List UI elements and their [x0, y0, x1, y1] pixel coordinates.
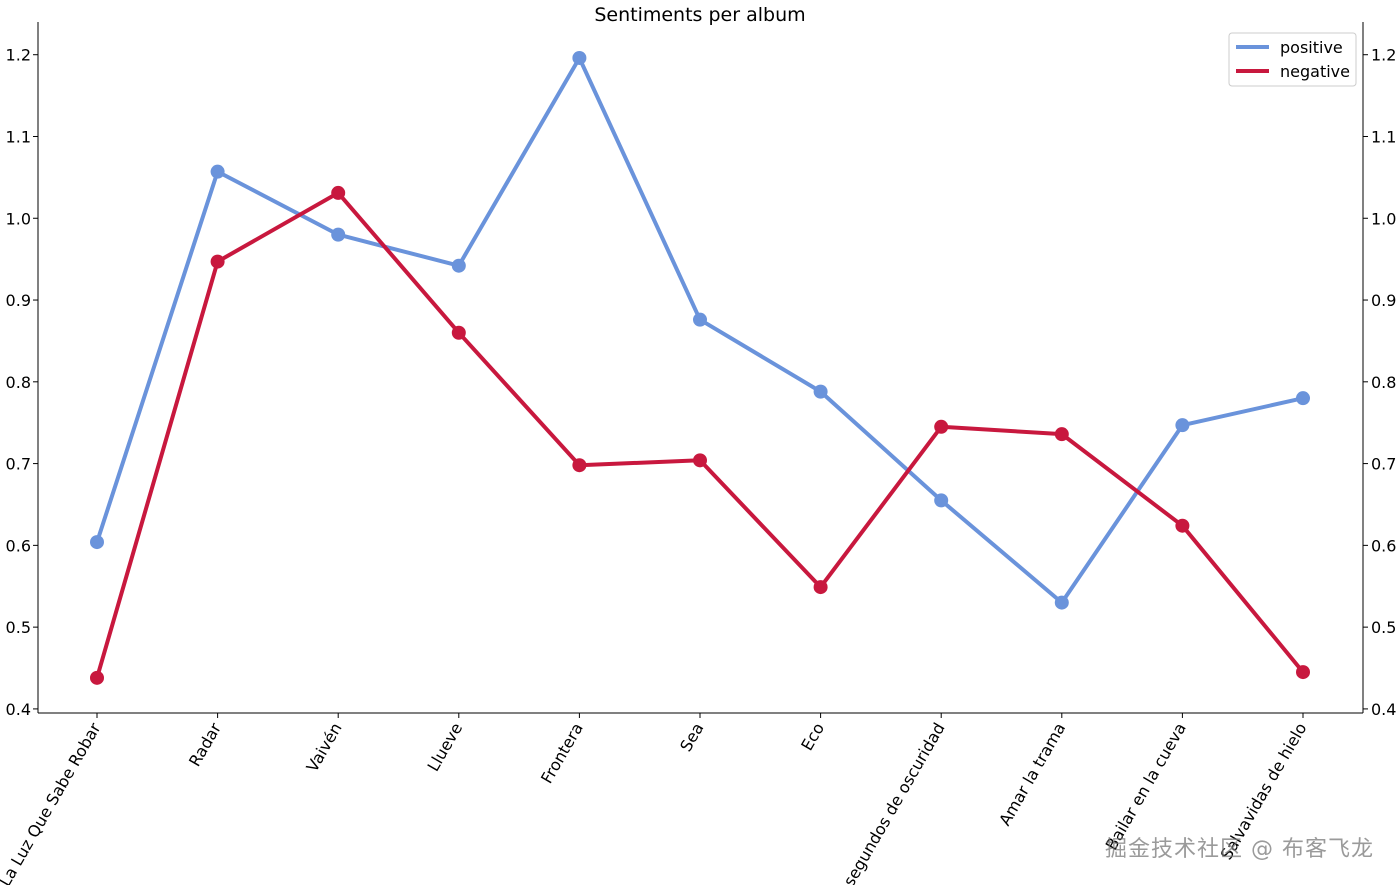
y-tick-label-left: 0.5: [6, 618, 31, 637]
data-point-negative: [90, 670, 104, 685]
data-point-positive: [813, 384, 828, 399]
data-point-positive: [451, 258, 466, 273]
series-line-negative: [95, 190, 1305, 680]
y-tick-label-right: 0.6: [1371, 536, 1396, 555]
data-point-positive: [1296, 391, 1310, 406]
y-tick-label-left: 1.0: [6, 209, 31, 228]
series-line-positive: [95, 56, 1305, 605]
data-point-positive: [1175, 418, 1190, 433]
data-point-negative: [572, 458, 587, 473]
x-tick-label: Sea: [676, 720, 707, 755]
y-tick-label-right: 1.0: [1371, 209, 1396, 228]
y-tick-label-right: 0.4: [1371, 700, 1396, 719]
legend-label-negative: negative: [1280, 62, 1350, 81]
series-positive: [90, 50, 1310, 610]
data-point-negative: [331, 185, 346, 200]
data-point-negative: [1054, 427, 1069, 442]
legend: positive negative: [1228, 32, 1357, 87]
data-point-negative: [813, 580, 828, 595]
x-tick-label: 12 segundos de oscuridad: [827, 719, 949, 885]
series-layer: [90, 50, 1310, 685]
data-point-negative: [693, 453, 707, 468]
series-negative: [90, 185, 1310, 685]
x-tick-label: Amar la trama: [995, 720, 1069, 829]
x-tick-label: Frontera: [537, 720, 587, 787]
y-tick-label-right: 0.9: [1371, 291, 1396, 310]
chart-title: Sentiments per album: [594, 4, 805, 26]
y-tick-label-right: 1.2: [1371, 46, 1396, 65]
data-point-negative: [210, 254, 225, 269]
data-point-positive: [934, 493, 949, 508]
data-point-positive: [1054, 595, 1069, 610]
data-point-negative: [1296, 665, 1310, 680]
y-tick-label-right: 0.7: [1371, 455, 1396, 474]
x-tick-label: Radar: [185, 719, 225, 770]
x-tick-label: Eco: [797, 720, 828, 754]
legend-label-positive: positive: [1280, 38, 1343, 57]
data-point-positive: [693, 312, 707, 327]
x-tick-label: Vaivén: [303, 720, 346, 776]
y-tick-label-right: 0.8: [1371, 373, 1396, 392]
data-point-negative: [934, 419, 949, 434]
y-tick-label-left: 0.6: [6, 536, 31, 555]
data-point-negative: [1175, 518, 1190, 533]
data-point-positive: [210, 164, 225, 179]
y-tick-label-left: 1.1: [6, 127, 31, 146]
y-tick-label-right: 1.1: [1371, 127, 1396, 146]
data-point-positive: [572, 50, 587, 65]
data-point-positive: [90, 535, 104, 550]
y-tick-label-left: 0.7: [6, 455, 31, 474]
watermark: 掘金技术社区 @ 布客飞龙: [1105, 837, 1374, 862]
y-tick-label-left: 0.9: [6, 291, 31, 310]
y-tick-label-left: 0.4: [6, 700, 31, 719]
x-tick-label: La Luz Que Sabe Robar: [0, 719, 105, 885]
y-tick-label-left: 1.2: [6, 46, 31, 65]
x-tick-label: Llueve: [423, 720, 466, 775]
y-tick-label-right: 0.5: [1371, 618, 1396, 637]
axes: 0.4 0.4 0.5 0.5 0.6 0.6 0.7 0.7 0.8 0.8 0.9 0.9 1.0 1…: [0, 22, 1396, 885]
y-tick-label-left: 0.8: [6, 373, 31, 392]
data-point-positive: [331, 227, 346, 242]
data-point-negative: [451, 325, 466, 340]
